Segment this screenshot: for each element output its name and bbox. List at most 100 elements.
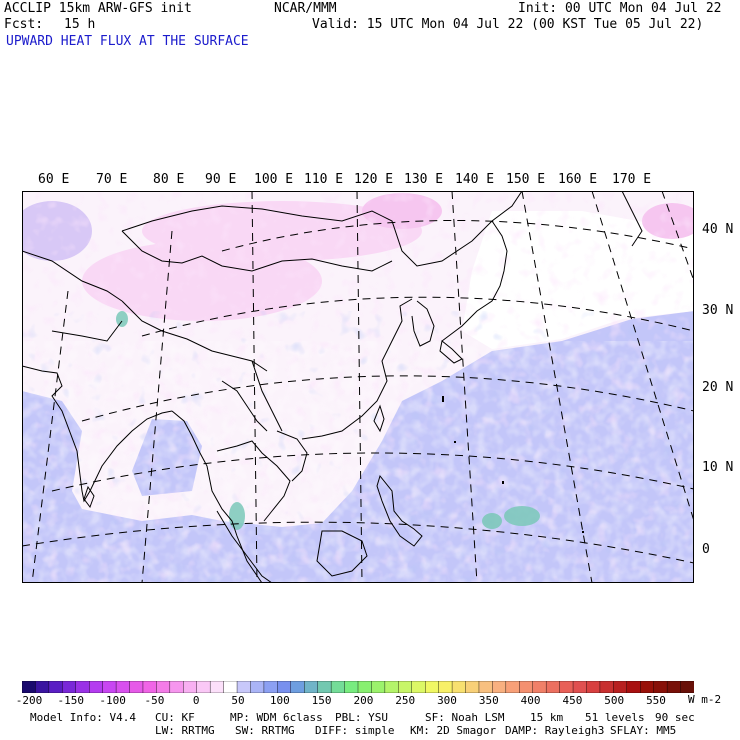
colorbar-tick-label: 0 xyxy=(192,694,200,707)
init-time: Init: 00 UTC Mon 04 Jul 22 xyxy=(518,1,722,16)
colorbar-swatch xyxy=(451,681,467,693)
colorbar-swatch xyxy=(344,681,359,693)
longitude-label: 90 E xyxy=(205,172,237,187)
colorbar-tick-label: 150 xyxy=(311,694,332,707)
colorbar-swatch xyxy=(250,681,265,693)
colorbar-tick-label: 550 xyxy=(646,694,666,707)
colorbar-swatch xyxy=(505,681,520,693)
colorbar-tick-label: 400 xyxy=(520,694,541,707)
pbl-scheme: PBL: YSU xyxy=(335,711,388,724)
longitude-label: 120 E xyxy=(354,172,394,187)
vertical-levels: 51 levels xyxy=(585,711,645,724)
colorbar-swatch xyxy=(102,681,117,693)
longitude-label: 70 E xyxy=(96,172,128,187)
damping-option: DAMP: Rayleigh3 xyxy=(505,724,605,737)
longitude-label: 100 E xyxy=(254,172,294,187)
colorbar-swatch xyxy=(626,681,641,693)
colorbar-unit: W m-2 xyxy=(688,693,722,706)
longitude-label: 150 E xyxy=(506,172,546,187)
colorbar-tick-label: -100 xyxy=(99,694,126,707)
longitude-label: 140 E xyxy=(455,172,495,187)
longitude-label: 130 E xyxy=(404,172,444,187)
graticule xyxy=(22,191,694,583)
latitude-label: 20 N xyxy=(702,380,734,395)
colorbar-swatch xyxy=(680,681,694,693)
colorbar-swatch xyxy=(492,681,507,693)
longitude-label: 110 E xyxy=(304,172,344,187)
colorbar-swatch xyxy=(586,681,601,693)
colorbar-swatch xyxy=(129,681,144,693)
forecast-hour: 15 h xyxy=(64,17,96,32)
colorbar-swatch xyxy=(277,681,292,693)
longitude-label: 170 E xyxy=(612,172,652,187)
colorbar-tick-label: 200 xyxy=(353,694,374,707)
colorbar-swatch xyxy=(599,681,615,693)
colorbar-tick-label: 50 xyxy=(231,694,245,707)
model-title: ACCLIP 15km ARW-GFS init xyxy=(4,1,192,16)
colorbar-swatch xyxy=(559,681,574,693)
colorbar-swatch xyxy=(465,681,480,693)
colorbar-tick-label: 100 xyxy=(269,694,290,707)
longitude-label: 160 E xyxy=(558,172,598,187)
km-option: KM: 2D Smagor xyxy=(410,724,497,737)
longitude-label: 80 E xyxy=(153,172,185,187)
colorbar-swatch xyxy=(169,681,184,693)
diffusion-option: DIFF: simple xyxy=(315,724,395,737)
colorbar-swatch xyxy=(613,681,628,693)
colorbar-swatch xyxy=(183,681,198,693)
colorbar-tick-label: 250 xyxy=(395,694,416,707)
colorbar-swatch xyxy=(142,681,158,693)
colorbar-swatch xyxy=(438,681,453,693)
latitude-label: 30 N xyxy=(702,303,734,318)
forecast-label: Fcst: xyxy=(4,17,44,32)
colorbar-swatch xyxy=(411,681,426,693)
colorbar-swatch xyxy=(532,681,547,693)
colorbar-swatch xyxy=(88,681,104,693)
coastlines xyxy=(22,191,643,583)
colorbar-swatch xyxy=(653,681,668,693)
colorbar-tick-label: 350 xyxy=(478,694,499,707)
colorbar-swatch xyxy=(384,681,400,693)
surface-scheme: SF: Noah LSM xyxy=(425,711,505,724)
colorbar-swatch xyxy=(35,681,50,693)
colorbar-swatch xyxy=(640,681,655,693)
colorbar-swatch xyxy=(290,681,305,693)
cumulus-scheme: CU: KF xyxy=(155,711,195,724)
colorbar-swatch xyxy=(304,681,319,693)
colorbar-swatch xyxy=(317,681,332,693)
colorbar-swatch xyxy=(22,681,37,693)
shortwave-scheme: SW: RRTMG xyxy=(235,724,295,737)
colorbar-swatch xyxy=(62,681,77,693)
surface-layer-option: SFLAY: MM5 xyxy=(610,724,677,737)
colorbar-swatch xyxy=(572,681,588,693)
colorbar-swatch xyxy=(425,681,440,693)
colorbar-swatch xyxy=(398,681,413,693)
latitude-label: 10 N xyxy=(702,460,734,475)
longitude-label: 60 E xyxy=(38,172,70,187)
colorbar-tick-label: 500 xyxy=(604,694,625,707)
colorbar-swatch xyxy=(519,681,534,693)
timestep: 90 sec xyxy=(655,711,695,724)
colorbar-swatch xyxy=(156,681,171,693)
microphysics-scheme: MP: WDM 6class xyxy=(230,711,323,724)
colorbar xyxy=(22,681,694,693)
resolution: 15 km xyxy=(530,711,564,724)
heat-flux-map xyxy=(22,191,694,583)
colorbar-tick-label: 450 xyxy=(562,694,583,707)
colorbar-swatch xyxy=(48,681,64,693)
colorbar-tick-label: -150 xyxy=(57,694,85,707)
colorbar-tick-label: -50 xyxy=(144,694,165,707)
colorbar-swatch xyxy=(75,681,90,693)
org-label: NCAR/MMM xyxy=(274,1,337,16)
longwave-scheme: LW: RRTMG xyxy=(155,724,215,737)
colorbar-swatch xyxy=(263,681,279,693)
latitude-label: 0 xyxy=(702,542,710,557)
colorbar-swatch xyxy=(545,681,561,693)
valid-time: Valid: 15 UTC Mon 04 Jul 22 (00 KST Tue … xyxy=(312,17,704,32)
model-info: Model Info: V4.4 xyxy=(30,711,136,724)
colorbar-swatch xyxy=(478,681,494,693)
colorbar-swatch xyxy=(196,681,211,693)
colorbar-swatch xyxy=(371,681,386,693)
colorbar-tick-label: 300 xyxy=(437,694,457,707)
colorbar-tick-label: -200 xyxy=(15,694,43,707)
